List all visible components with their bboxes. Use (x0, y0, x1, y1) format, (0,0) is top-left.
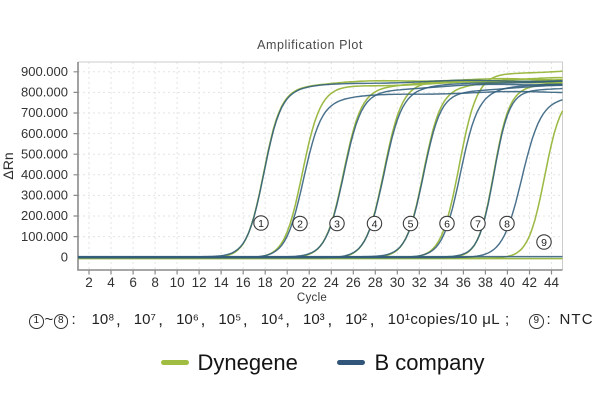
svg-text:700.000: 700.000 (21, 105, 68, 120)
svg-text:10: 10 (170, 275, 185, 290)
svg-text:24: 24 (324, 275, 340, 290)
svg-text:6: 6 (129, 275, 137, 290)
svg-text:1: 1 (258, 218, 264, 230)
svg-text:Cycle: Cycle (297, 292, 327, 304)
svg-text:18: 18 (258, 275, 273, 290)
svg-text:9: 9 (541, 237, 547, 249)
svg-text:100.000: 100.000 (21, 229, 68, 244)
svg-text:8: 8 (151, 275, 159, 290)
svg-text:200.000: 200.000 (21, 208, 68, 223)
svg-text:5: 5 (408, 218, 414, 230)
svg-text:800.000: 800.000 (21, 85, 68, 100)
svg-text:400.000: 400.000 (21, 167, 68, 182)
svg-text:900.000: 900.000 (21, 64, 68, 79)
svg-text:7: 7 (475, 218, 481, 230)
svg-text:30: 30 (390, 275, 405, 290)
svg-text:28: 28 (368, 275, 383, 290)
svg-text:500.000: 500.000 (21, 146, 68, 161)
svg-text:3: 3 (334, 218, 340, 230)
svg-text:44: 44 (544, 275, 560, 290)
svg-text:4: 4 (107, 275, 115, 290)
svg-text:14: 14 (214, 275, 230, 290)
svg-text:0: 0 (61, 249, 68, 264)
svg-text:2: 2 (297, 218, 303, 230)
svg-text:36: 36 (456, 275, 471, 290)
svg-text:32: 32 (412, 275, 427, 290)
svg-text:26: 26 (346, 275, 361, 290)
svg-text:16: 16 (236, 275, 251, 290)
svg-text:40: 40 (500, 275, 515, 290)
svg-text:20: 20 (280, 275, 295, 290)
svg-text:34: 34 (434, 275, 450, 290)
svg-text:12: 12 (192, 275, 207, 290)
svg-text:600.000: 600.000 (21, 126, 68, 141)
svg-text:38: 38 (478, 275, 493, 290)
svg-text:2: 2 (85, 275, 93, 290)
svg-text:6: 6 (444, 218, 450, 230)
svg-text:Amplification Plot: Amplification Plot (257, 38, 363, 52)
svg-text:300.000: 300.000 (21, 188, 68, 203)
svg-text:ΔRn: ΔRn (0, 152, 16, 179)
svg-text:42: 42 (522, 275, 537, 290)
svg-text:8: 8 (504, 218, 510, 230)
svg-text:4: 4 (372, 218, 378, 230)
svg-text:22: 22 (302, 275, 317, 290)
